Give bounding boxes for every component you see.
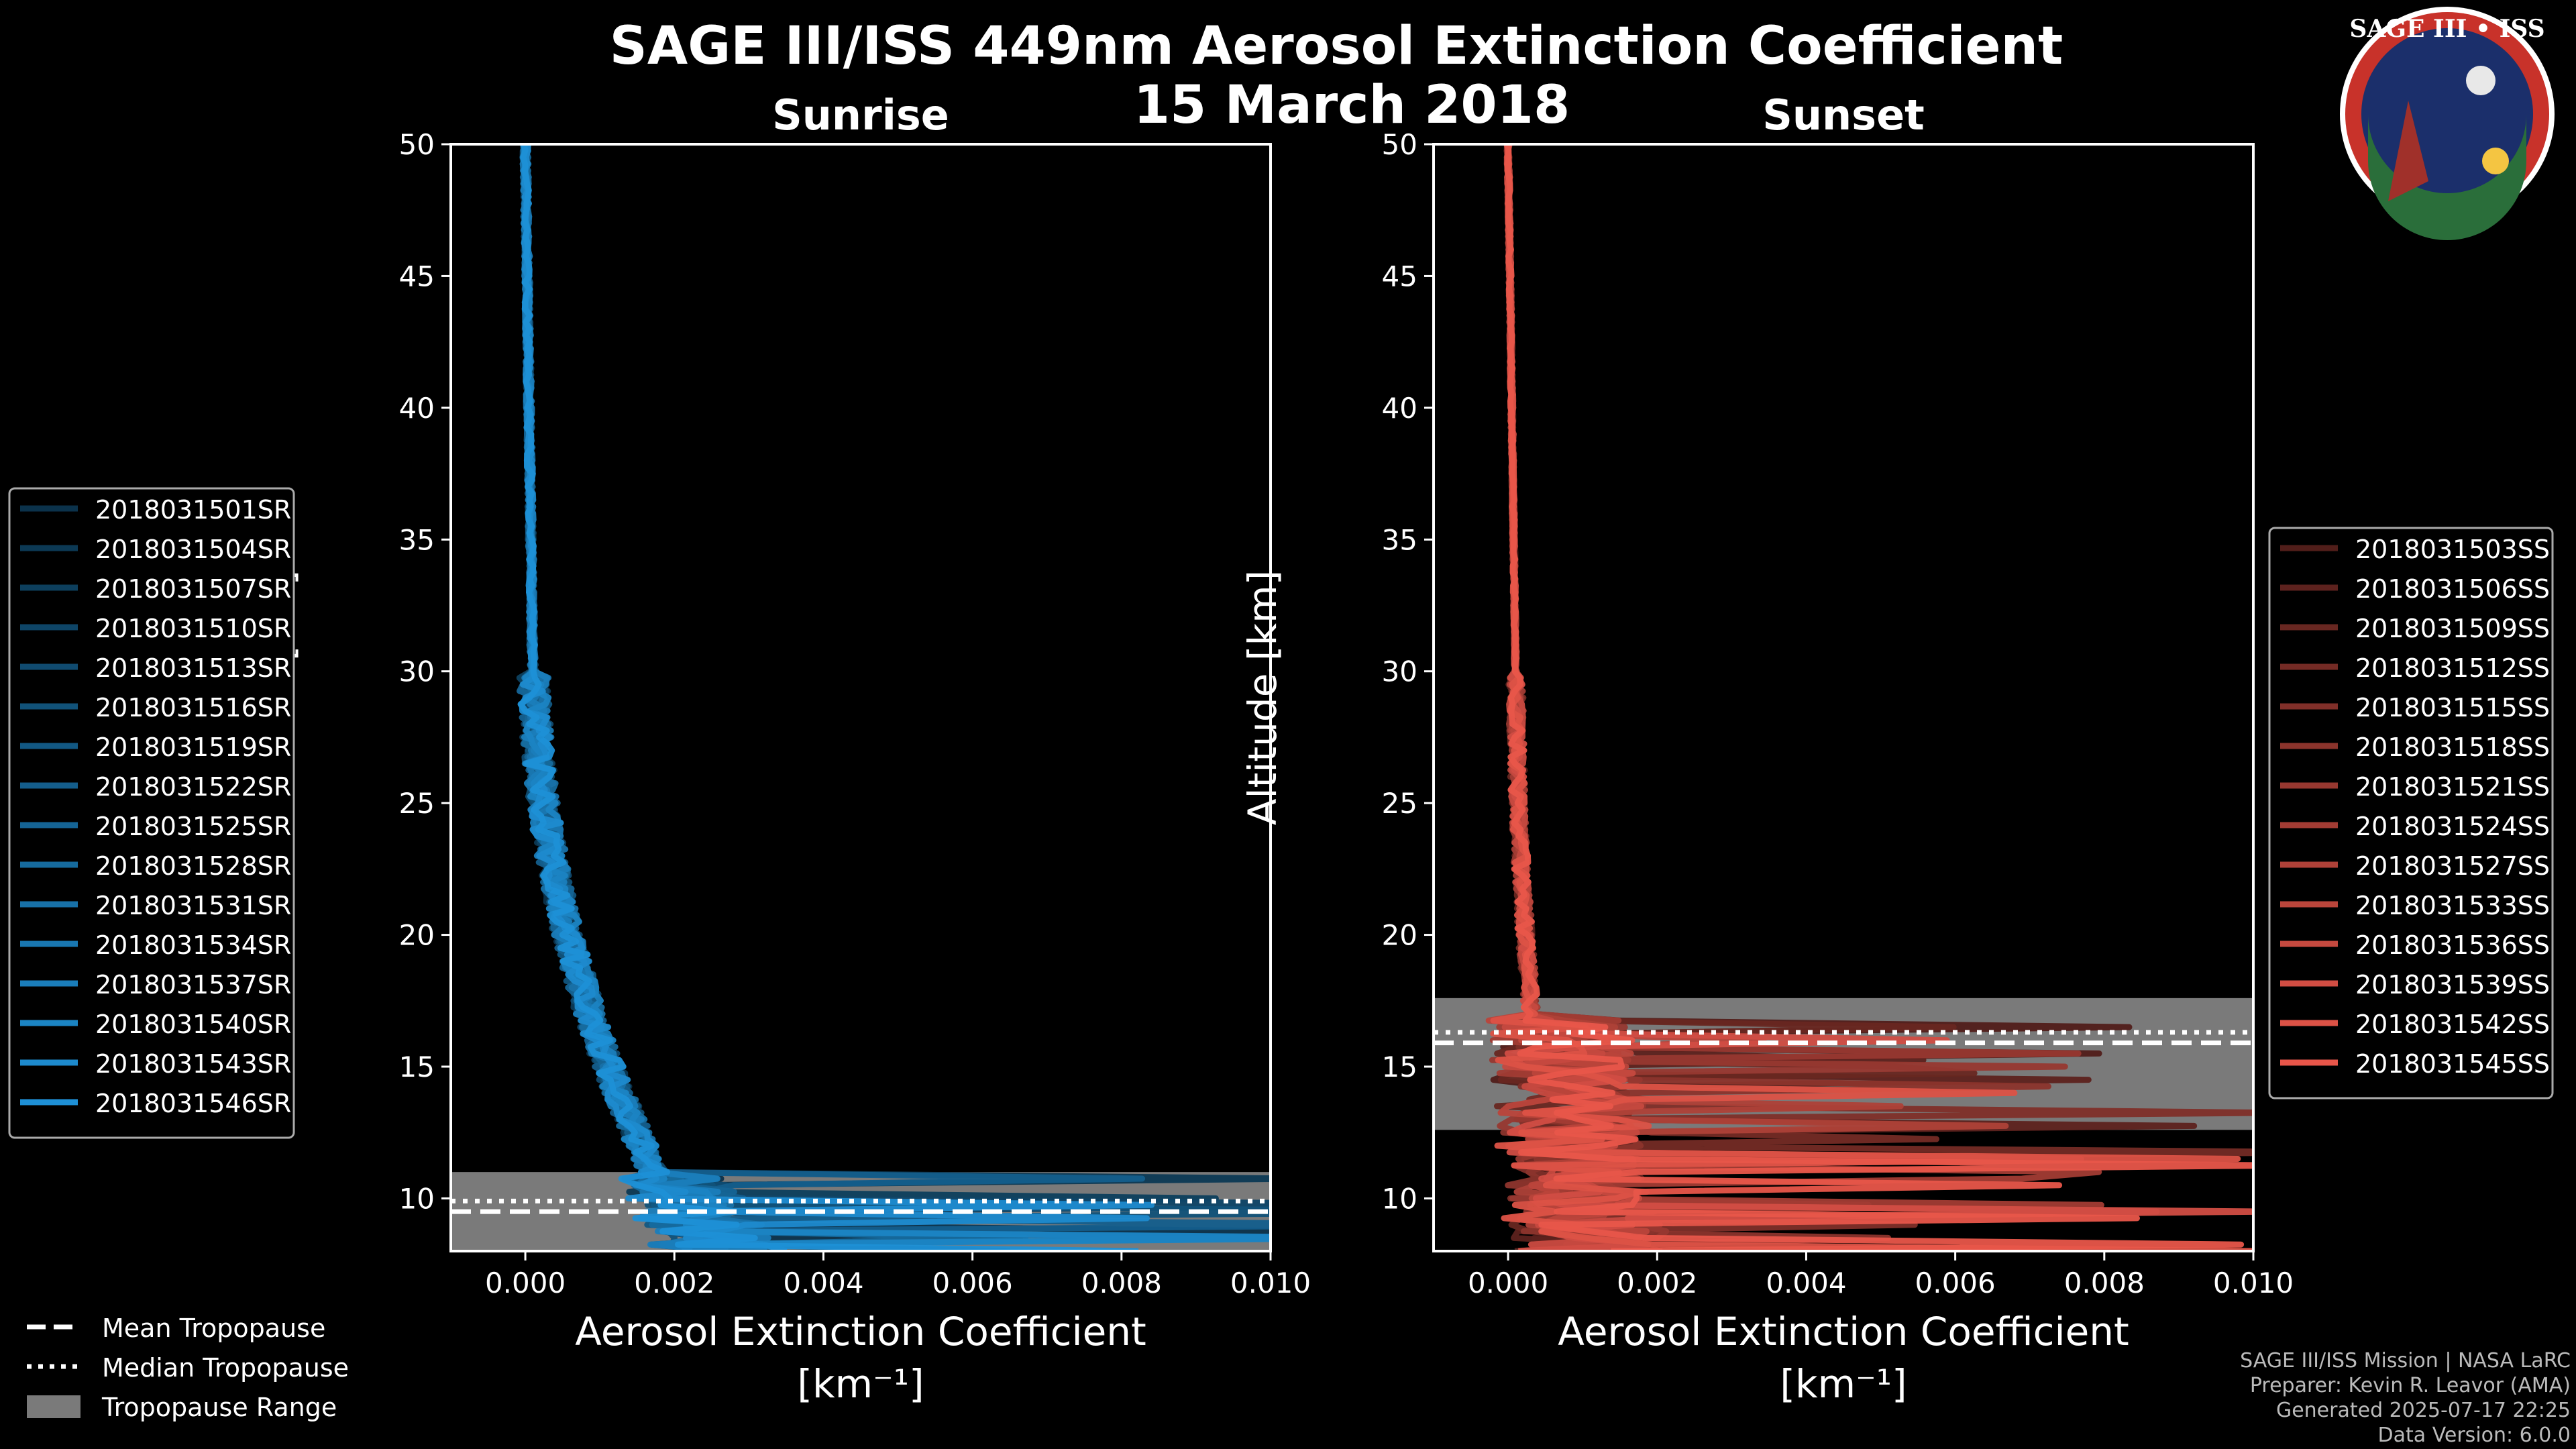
sunrise-legend-label-2018031507SR: 2018031507SR <box>95 574 291 604</box>
sunrise-ytick-label-45: 45 <box>399 260 435 292</box>
sunset-legend-label-2018031521SS: 2018031521SS <box>2355 772 2550 802</box>
median-tropopause-label: Median Tropopause <box>102 1353 349 1383</box>
logo-sun-icon <box>2482 148 2509 174</box>
sunrise-xtick-label-4: 0.008 <box>1081 1267 1162 1299</box>
sunset-ytick-label-40: 40 <box>1382 392 1417 425</box>
sunrise-plot-area <box>451 144 1271 1251</box>
sunrise-panel: 10 15 20 25 30 35 40 45 50 0.000 0.002 0.004 0.006 0.… <box>257 91 1311 1407</box>
sunset-ylabel: Altitude [km] <box>1240 570 1285 825</box>
sunrise-xtick-label-2: 0.004 <box>783 1267 863 1299</box>
sunset-legend-label-2018031509SS: 2018031509SS <box>2355 614 2550 643</box>
sunrise-xtick-label-1: 0.002 <box>634 1267 714 1299</box>
sunset-panel: 10 15 20 25 30 35 40 45 50 0.000 0.002 0.004 0.006 0.… <box>1240 91 2294 1407</box>
sunrise-legend-label-2018031528SR: 2018031528SR <box>95 851 291 881</box>
sunrise-legend-label-2018031516SR: 2018031516SR <box>95 693 291 722</box>
sunrise-legend-label-2018031501SR: 2018031501SR <box>95 495 291 525</box>
sunset-axes-frame <box>1432 143 2255 1252</box>
sunset-ytick-label-45: 45 <box>1382 260 1417 292</box>
sunset-xlabel: Aerosol Extinction Coefficient <box>1558 1309 2129 1354</box>
sunrise-profile-2018031546SR <box>517 144 1139 1251</box>
sunrise-legend-label-2018031510SR: 2018031510SR <box>95 614 291 643</box>
tropopause-legend: Mean Tropopause Median Tropopause Tropop… <box>27 1313 349 1422</box>
sunset-legend-label-2018031545SS: 2018031545SS <box>2355 1049 2550 1079</box>
sunset-legend-label-2018031503SS: 2018031503SS <box>2355 535 2550 564</box>
sunset-legend-frame <box>2268 527 2554 1099</box>
sunrise-xtick-label-3: 0.006 <box>932 1267 1013 1299</box>
sunrise-legend-label-2018031504SR: 2018031504SR <box>95 535 291 564</box>
sunrise-ytick-label-15: 15 <box>399 1051 435 1083</box>
sunset-ytick-label-20: 20 <box>1382 919 1417 952</box>
sunset-xtick-label-5: 0.010 <box>2213 1267 2294 1299</box>
sunset-xtick-label-4: 0.008 <box>2064 1267 2145 1299</box>
sunrise-ytick-label-35: 35 <box>399 523 435 556</box>
sunset-ytick-label-10: 10 <box>1382 1182 1417 1215</box>
sunset-legend-label-2018031533SS: 2018031533SS <box>2355 891 2550 920</box>
sunset-ytick-label-30: 30 <box>1382 655 1417 688</box>
sunset-xtick-label-1: 0.002 <box>1617 1267 1697 1299</box>
footer-mission: SAGE III/ISS Mission | NASA LaRC <box>2240 1349 2571 1373</box>
sunrise-legend-label-2018031522SR: 2018031522SR <box>95 772 291 802</box>
sunrise-legend-label-2018031531SR: 2018031531SR <box>95 891 291 920</box>
sage-logo: SAGE III • ISS <box>2340 7 2555 240</box>
logo-moon-icon <box>2466 66 2496 95</box>
sunrise-legend-label-2018031537SR: 2018031537SR <box>95 970 291 1000</box>
sunset-legend: 2018031503SS 2018031506SS 2018031509SS 2018… <box>2268 527 2554 1099</box>
sunset-xunits: [km⁻¹] <box>1780 1361 1907 1407</box>
sunrise-legend: 2018031501SR 2018031504SR 2018031507SR 2018… <box>8 487 295 1139</box>
sunrise-legend-label-2018031525SR: 2018031525SR <box>95 812 291 841</box>
sunrise-ytick-label-10: 10 <box>399 1182 435 1215</box>
sunset-ytick-label-35: 35 <box>1382 523 1417 556</box>
sunset-profiles <box>1485 144 2253 1251</box>
tropopause-range-label: Tropopause Range <box>101 1393 337 1422</box>
logo-title: SAGE III • ISS <box>2349 15 2544 43</box>
sunset-xtick-label-3: 0.006 <box>1915 1267 1996 1299</box>
sunrise-legend-label-2018031540SR: 2018031540SR <box>95 1010 291 1039</box>
sunset-legend-label-2018031524SS: 2018031524SS <box>2355 812 2550 841</box>
footer-version: Data Version: 6.0.0 <box>2378 1424 2571 1447</box>
sunrise-legend-label-2018031534SR: 2018031534SR <box>95 930 291 960</box>
sunset-profile-2018031545SS <box>1503 144 2253 1251</box>
sunrise-ytick-label-40: 40 <box>399 392 435 425</box>
sunset-ytick-label-25: 25 <box>1382 787 1417 820</box>
sunrise-ytick-label-25: 25 <box>399 787 435 820</box>
sunrise-ytick-label-30: 30 <box>399 655 435 688</box>
sunrise-profiles <box>516 144 1271 1251</box>
sunset-legend-label-2018031506SS: 2018031506SS <box>2355 574 2550 604</box>
sunrise-ytick-label-50: 50 <box>399 128 435 161</box>
sunset-legend-label-2018031536SS: 2018031536SS <box>2355 930 2550 960</box>
sunrise-legend-label-2018031513SR: 2018031513SR <box>95 653 291 683</box>
sunrise-legend-label-2018031519SR: 2018031519SR <box>95 733 291 762</box>
sunset-legend-label-2018031542SS: 2018031542SS <box>2355 1010 2550 1039</box>
logo-figure <box>2388 101 2428 201</box>
sunset-ytick-label-50: 50 <box>1382 128 1417 161</box>
figure-title-line2: 15 March 2018 <box>1134 75 1570 136</box>
footer-preparer: Preparer: Kevin R. Leavor (AMA) <box>2250 1374 2571 1397</box>
sunset-legend-label-2018031515SS: 2018031515SS <box>2355 693 2550 722</box>
sunset-legend-label-2018031539SS: 2018031539SS <box>2355 970 2550 1000</box>
sunrise-xtick-label-0: 0.000 <box>485 1267 566 1299</box>
sunset-xtick-label-2: 0.004 <box>1766 1267 1846 1299</box>
sunset-legend-label-2018031518SS: 2018031518SS <box>2355 733 2550 762</box>
sunset-legend-label-2018031512SS: 2018031512SS <box>2355 653 2550 683</box>
sunset-legend-label-2018031527SS: 2018031527SS <box>2355 851 2550 881</box>
sunrise-legend-frame <box>8 487 295 1139</box>
sunrise-ytick-label-20: 20 <box>399 919 435 952</box>
sunrise-legend-label-2018031546SR: 2018031546SR <box>95 1089 291 1118</box>
sunrise-xunits: [km⁻¹] <box>797 1361 924 1407</box>
tropopause-range-swatch <box>27 1395 80 1418</box>
sunrise-xlabel: Aerosol Extinction Coefficient <box>575 1309 1146 1354</box>
footer: SAGE III/ISS Mission | NASA LaRC Prepare… <box>2240 1349 2571 1447</box>
sunset-xtick-label-0: 0.000 <box>1468 1267 1548 1299</box>
sunrise-title: Sunrise <box>772 91 949 140</box>
sunrise-legend-label-2018031543SR: 2018031543SR <box>95 1049 291 1079</box>
sunset-ytick-label-15: 15 <box>1382 1051 1417 1083</box>
logo-earth <box>2368 114 2526 240</box>
sunset-title: Sunset <box>1762 91 1925 140</box>
mean-tropopause-label: Mean Tropopause <box>102 1313 325 1343</box>
sunrise-xtick-label-5: 0.010 <box>1230 1267 1311 1299</box>
figure-title-line1: SAGE III/ISS 449nm Aerosol Extinction Co… <box>610 16 2063 76</box>
footer-generated: Generated 2025-07-17 22:25 <box>2276 1399 2571 1422</box>
sunrise-axes-frame <box>449 143 1272 1252</box>
